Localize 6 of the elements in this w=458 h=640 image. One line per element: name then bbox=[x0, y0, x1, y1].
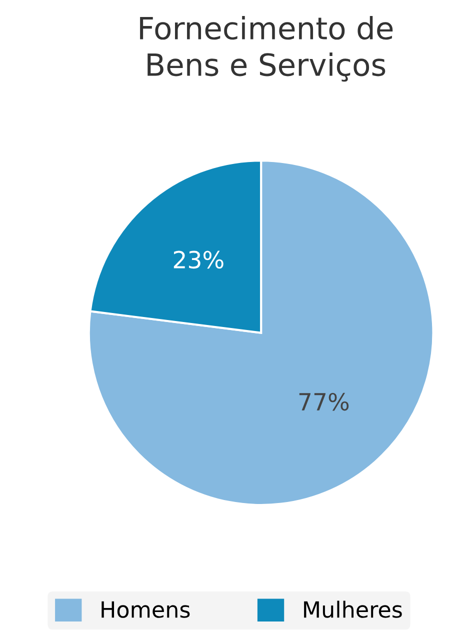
data-label: 23% bbox=[174, 250, 224, 269]
legend-label: Mulheres bbox=[304, 600, 402, 618]
data-label: 77% bbox=[299, 392, 349, 411]
pie-slice bbox=[88, 160, 434, 506]
legend-label: Homens bbox=[102, 601, 190, 618]
chart-title: Fornecimento de Bens e Serviços bbox=[140, 16, 393, 82]
